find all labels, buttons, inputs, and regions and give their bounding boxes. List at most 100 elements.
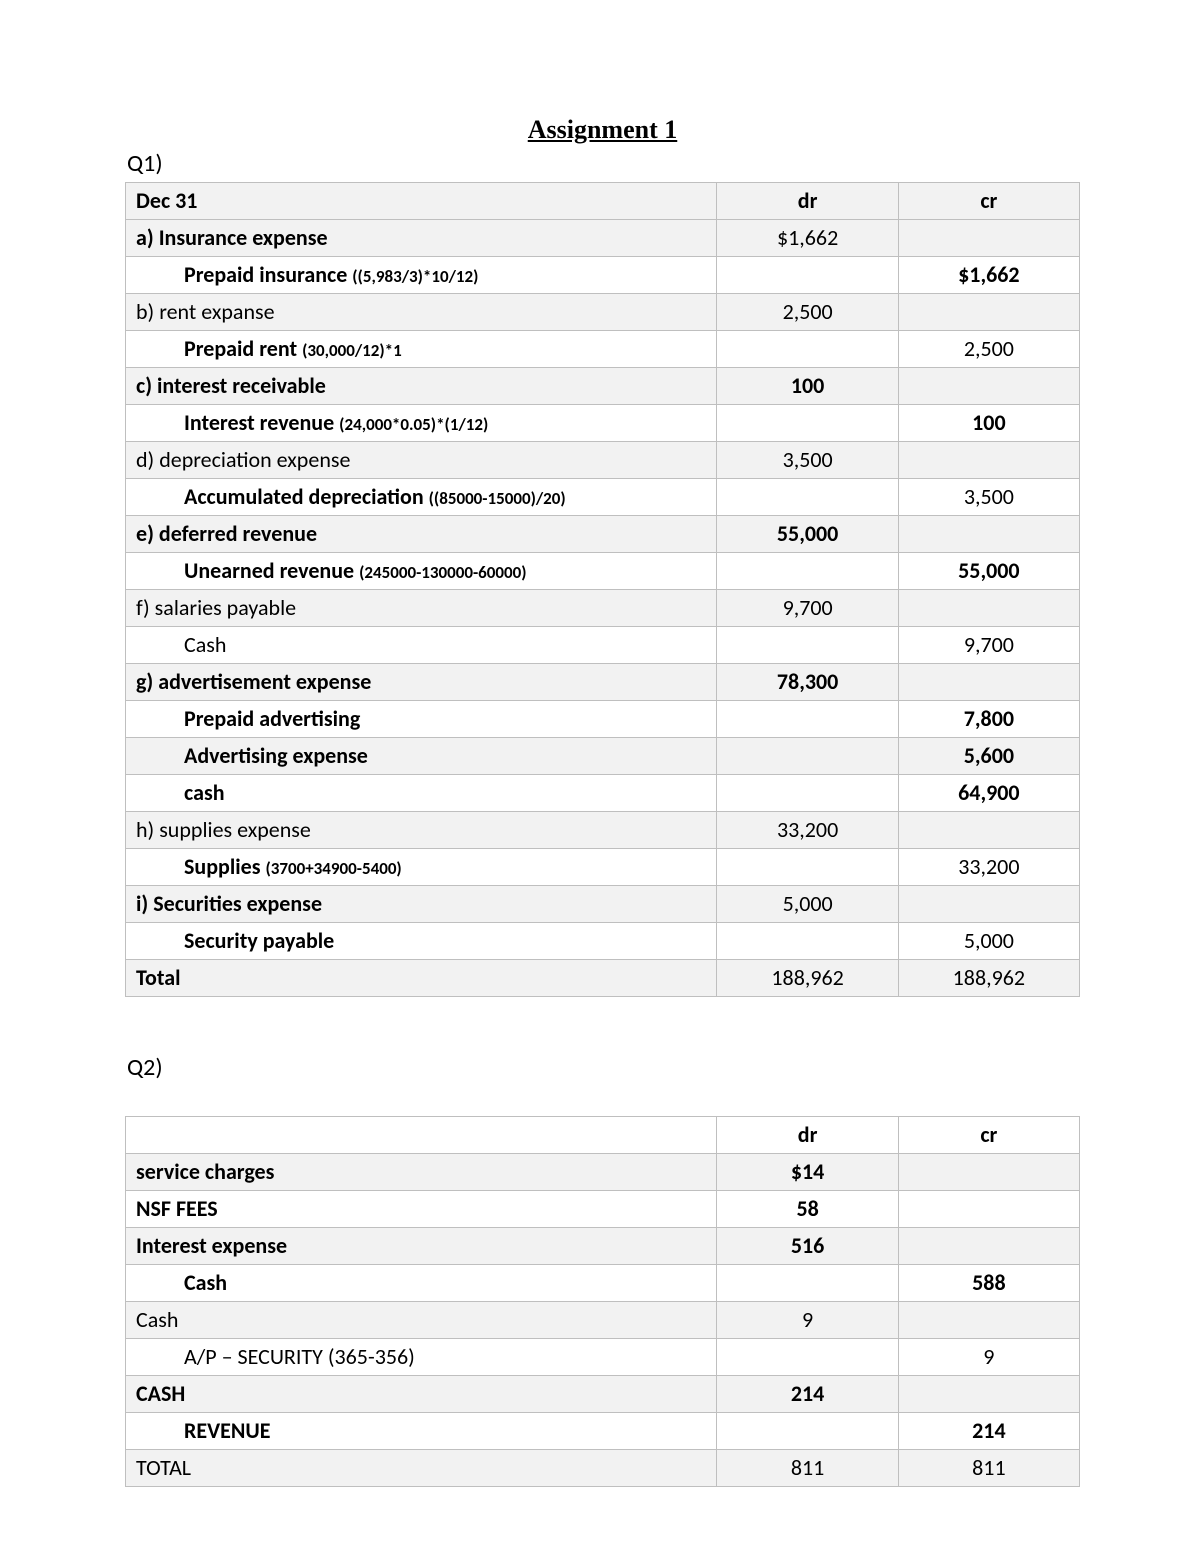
page-title: Assignment 1	[125, 115, 1080, 145]
q2-row: service charges$14	[126, 1154, 1080, 1191]
q1-dr-cell	[717, 553, 898, 590]
q1-desc-text: Interest revenue	[184, 409, 339, 436]
q1-dr-cell: 55,000	[717, 516, 898, 553]
q1-cr-cell	[898, 886, 1079, 923]
q1-dr-cell: 33,200	[717, 812, 898, 849]
q1-desc-cell: g) advertisement expense	[126, 664, 717, 701]
q1-cr-cell: 9,700	[898, 627, 1079, 664]
q1-desc-text: h) supplies expense	[136, 816, 311, 843]
q2-row: NSF FEES58	[126, 1191, 1080, 1228]
q1-cr-cell	[898, 442, 1079, 479]
q2-cr-cell	[898, 1191, 1079, 1228]
q2-desc-text: Cash	[184, 1269, 227, 1296]
q1-dr-cell	[717, 257, 898, 294]
q1-row: f) salaries payable9,700	[126, 590, 1080, 627]
q1-desc-cell: d) depreciation expense	[126, 442, 717, 479]
q1-row: Supplies (3700+34900-5400) 33,200	[126, 849, 1080, 886]
q1-dr-cell: 188,962	[717, 960, 898, 997]
q1-desc-cell: f) salaries payable	[126, 590, 717, 627]
q2-dr-cell	[717, 1339, 898, 1376]
q1-row: i) Securities expense5,000	[126, 886, 1080, 923]
q1-cr-cell: 7,800	[898, 701, 1079, 738]
q1-desc-cell: b) rent expanse	[126, 294, 717, 331]
q2-dr-cell: 811	[717, 1450, 898, 1487]
q2-dr-cell	[717, 1265, 898, 1302]
q2-desc-cell: CASH	[126, 1376, 717, 1413]
q1-row: h) supplies expense 33,200	[126, 812, 1080, 849]
q2-header-row: dr cr	[126, 1117, 1080, 1154]
q2-dr-cell: 9	[717, 1302, 898, 1339]
q1-desc-cell: Advertising expense	[126, 738, 717, 775]
q1-desc-cell: Accumulated depreciation ((85000-15000)/…	[126, 479, 717, 516]
q1-row: g) advertisement expense78,300	[126, 664, 1080, 701]
q1-dr-cell: 78,300	[717, 664, 898, 701]
q1-header-row: Dec 31 dr cr	[126, 183, 1080, 220]
q2-row: REVENUE214	[126, 1413, 1080, 1450]
q1-cr-cell: 55,000	[898, 553, 1079, 590]
q2-row: A/P – SECURITY (365-356)9	[126, 1339, 1080, 1376]
q2-journal-table: dr cr service charges$14NSF FEES58Intere…	[125, 1116, 1080, 1487]
q1-cr-cell	[898, 664, 1079, 701]
q2-desc-cell: A/P – SECURITY (365-356)	[126, 1339, 717, 1376]
q1-desc-cell: Supplies (3700+34900-5400)	[126, 849, 717, 886]
q2-desc-cell: Cash	[126, 1302, 717, 1339]
q1-header-dr: dr	[717, 183, 898, 220]
q1-dr-cell	[717, 701, 898, 738]
q1-cr-cell: 188,962	[898, 960, 1079, 997]
q2-row: CASH214	[126, 1376, 1080, 1413]
q1-dr-cell	[717, 331, 898, 368]
q1-row: cash64,900	[126, 775, 1080, 812]
q2-desc-text: NSF FEES	[136, 1195, 218, 1222]
q1-desc-text: Advertising expense	[184, 742, 368, 769]
q1-row: Security payable5,000	[126, 923, 1080, 960]
q1-desc-cell: h) supplies expense	[126, 812, 717, 849]
q1-dr-cell	[717, 479, 898, 516]
q2-desc-cell: REVENUE	[126, 1413, 717, 1450]
q1-dr-cell	[717, 923, 898, 960]
q1-desc-text: b) rent expanse	[136, 298, 275, 325]
q1-dr-cell	[717, 738, 898, 775]
q1-desc-cell: Security payable	[126, 923, 717, 960]
q2-desc-cell: Cash	[126, 1265, 717, 1302]
q2-row: Interest expense516	[126, 1228, 1080, 1265]
q1-desc-text: Prepaid rent	[184, 335, 302, 362]
q2-cr-cell	[898, 1302, 1079, 1339]
q1-desc-text: Prepaid insurance	[184, 261, 352, 288]
q1-cr-cell	[898, 812, 1079, 849]
q1-desc-cell: e) deferred revenue	[126, 516, 717, 553]
q1-cr-cell: 33,200	[898, 849, 1079, 886]
q2-header-cr: cr	[898, 1117, 1079, 1154]
q1-desc-text: Cash	[184, 631, 226, 658]
q2-header-dr: dr	[717, 1117, 898, 1154]
q2-desc-text: Cash	[136, 1306, 178, 1333]
q1-cr-cell: 100	[898, 405, 1079, 442]
q2-desc-text: REVENUE	[184, 1417, 270, 1444]
q1-cr-cell	[898, 368, 1079, 405]
q1-cr-cell: 5,600	[898, 738, 1079, 775]
q1-desc-cell: Total	[126, 960, 717, 997]
q2-row: Cash588	[126, 1265, 1080, 1302]
q1-desc-note: (24,000*0.05)*(1/12)	[339, 414, 488, 435]
q1-dr-cell	[717, 775, 898, 812]
q1-desc-note: (30,000/12)*1	[302, 340, 402, 361]
q1-desc-text: c) interest receivable	[136, 372, 326, 399]
q1-desc-text: Total	[136, 964, 181, 991]
q2-desc-text: CASH	[136, 1380, 185, 1407]
q1-row: Prepaid advertising 7,800	[126, 701, 1080, 738]
q2-cr-cell	[898, 1228, 1079, 1265]
q1-desc-cell: a) Insurance expense	[126, 220, 717, 257]
q1-row: Accumulated depreciation ((85000-15000)/…	[126, 479, 1080, 516]
q1-desc-cell: Prepaid insurance ((5,983/3)*10/12)	[126, 257, 717, 294]
q1-row: Advertising expense 5,600	[126, 738, 1080, 775]
q1-desc-text: Prepaid advertising	[184, 705, 360, 732]
q2-desc-cell: service charges	[126, 1154, 717, 1191]
question-2-label: Q2)	[127, 1053, 1080, 1082]
q1-journal-table: Dec 31 dr cr a) Insurance expense$1,662P…	[125, 182, 1080, 997]
q1-row: Total 188,962188,962	[126, 960, 1080, 997]
q2-header-desc	[126, 1117, 717, 1154]
q1-desc-text: a) Insurance expense	[136, 224, 328, 251]
q1-cr-cell	[898, 220, 1079, 257]
q2-desc-text: TOTAL	[136, 1454, 191, 1481]
q1-cr-cell	[898, 590, 1079, 627]
q1-desc-note: ((5,983/3)*10/12)	[352, 266, 478, 287]
